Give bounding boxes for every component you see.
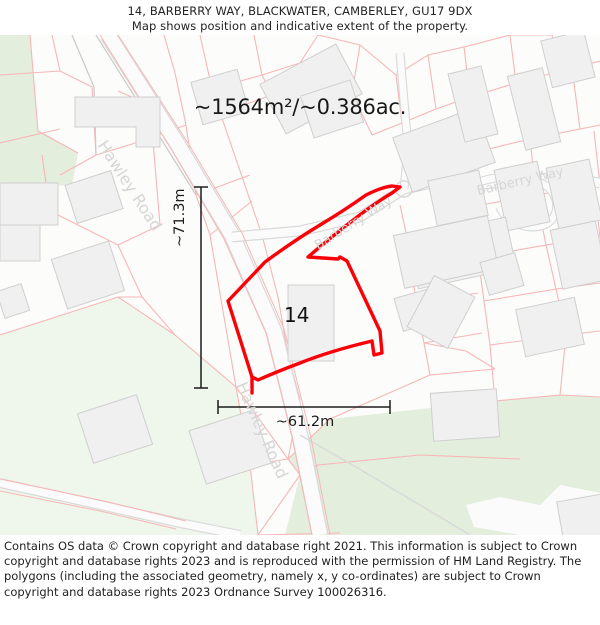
property-boundary[interactable] [226,184,402,395]
dimension-lines [194,186,391,414]
map-header: 14, BARBERRY WAY, BLACKWATER, CAMBERLEY,… [0,0,600,35]
property-map[interactable]: Hawley Road Hawley Road Barberry Way Bar… [0,35,600,535]
copyright-footer: Contains OS data © Crown copyright and d… [0,535,600,625]
page-subtitle: Map shows position and indicative extent… [131,19,469,33]
map-canvas[interactable]: Hawley Road Hawley Road Barberry Way Bar… [0,35,600,535]
copyright-text: Contains OS data © Crown copyright and d… [4,539,582,599]
subject-building [287,284,335,362]
page-title: 14, BARBERRY WAY, BLACKWATER, CAMBERLEY,… [127,4,473,18]
buildings [0,35,600,535]
